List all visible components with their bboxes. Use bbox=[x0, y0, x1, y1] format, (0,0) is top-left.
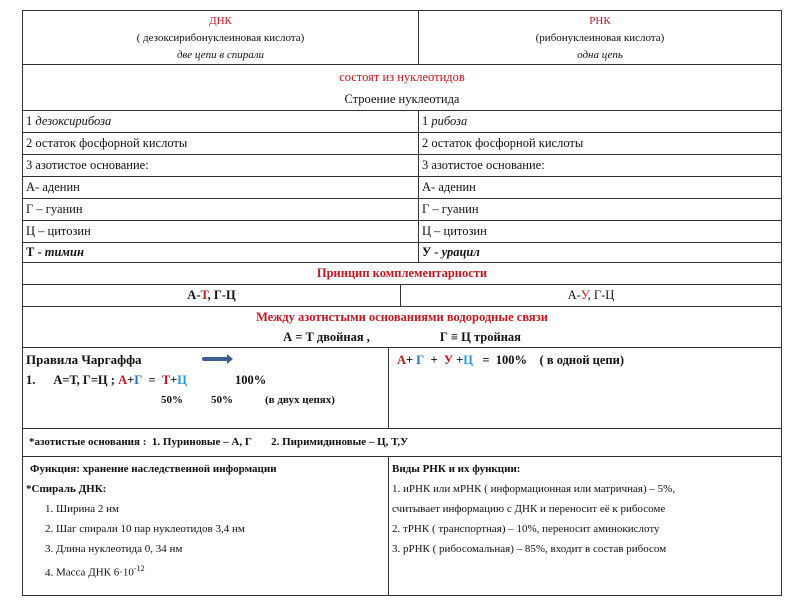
num: Т - bbox=[26, 245, 45, 259]
pair-t: Т bbox=[200, 288, 208, 302]
percent-2: 50% bbox=[211, 394, 233, 406]
complementarity-title: Принцип комплементарности bbox=[22, 262, 782, 285]
total: 100% bbox=[235, 373, 267, 387]
helix-item: Шаг спирали 10 пар нуклеотидов 3,4 нм bbox=[56, 519, 385, 539]
structure-text: Строение нуклеотида bbox=[344, 92, 460, 106]
row-c-dna: Ц – цитозин bbox=[22, 220, 419, 243]
uracil: урацил bbox=[441, 245, 480, 259]
mrna-line: 1. иРНК или мРНК ( информационная или ма… bbox=[392, 483, 676, 495]
arrow-right-icon bbox=[201, 354, 233, 364]
num: У - bbox=[422, 245, 442, 259]
equals: = bbox=[142, 373, 162, 387]
chargaff-cell: Правила Чаргаффа 1. А=Т, Г=Ц ; А+Г = Т+Ц 1… bbox=[22, 347, 389, 429]
sugar-rna: рибоза bbox=[431, 114, 468, 128]
a: А bbox=[118, 373, 128, 387]
row-u-rna: У - урацил bbox=[418, 242, 782, 263]
plus: + bbox=[127, 373, 135, 387]
row-g-rna: Г – гуанин bbox=[418, 198, 782, 221]
row-2-rna: 2 остаток фосфорной кислоты bbox=[418, 132, 782, 155]
sugar-dna: дезоксирибоза bbox=[35, 114, 112, 128]
pair-gc: , Г-Ц bbox=[587, 288, 615, 302]
row-a-dna: А- аденин bbox=[22, 176, 419, 199]
pair-u: У bbox=[580, 288, 588, 302]
complementarity-rna: А-У, Г-Ц bbox=[400, 284, 782, 307]
mrna-function: считывает информацию с ДНК и переносит е… bbox=[392, 503, 666, 515]
row-1-rna: 1 рибоза bbox=[418, 110, 782, 133]
rna-title: РНК bbox=[589, 15, 611, 27]
rna-full-name: (рибонуклеиновая кислота) bbox=[535, 32, 665, 44]
consists-text: состоят из нуклеотидов bbox=[339, 70, 465, 84]
nucleotide-length: Длина нуклеотида 0, 34 нм bbox=[56, 543, 183, 555]
row-2-dna: 2 остаток фосфорной кислоты bbox=[22, 132, 419, 155]
row-3-rna: 3 азотистое основание: bbox=[418, 154, 782, 177]
row-3-dna: 3 азотистое основание: bbox=[22, 154, 419, 177]
helix-width: Ширина 2 нм bbox=[56, 503, 119, 515]
helix-item: Ширина 2 нм bbox=[56, 499, 385, 519]
num: 1. bbox=[26, 373, 36, 387]
complementarity-dna: А-Т, Г-Ц bbox=[22, 284, 401, 307]
at-double: А = Т двойная , bbox=[283, 330, 370, 344]
helix-item: Масса ДНК 6·10-12 bbox=[56, 559, 385, 583]
percent-1: 50% bbox=[161, 394, 183, 406]
helix-pitch: Шаг спирали 10 пар нуклеотидов 3,4 нм bbox=[56, 523, 245, 535]
plus: + bbox=[453, 353, 464, 367]
t: Т bbox=[161, 373, 171, 387]
c: Ц bbox=[177, 373, 188, 387]
rna-header-cell: РНК (рибонуклеиновая кислота) одна цепь bbox=[418, 10, 782, 65]
plus: + bbox=[406, 353, 417, 367]
rna-chains: одна цепь bbox=[577, 49, 623, 61]
row-g-dna: Г – гуанин bbox=[22, 198, 419, 221]
dna-full-name: ( дезоксирибонуклеиновая кислота) bbox=[136, 32, 305, 44]
u: У bbox=[443, 353, 454, 367]
pair-gc: , Г-Ц bbox=[207, 288, 236, 302]
dna-mass: Масса ДНК 6·10 bbox=[56, 566, 134, 579]
row-t-dna: Т - тимин bbox=[22, 242, 419, 263]
two-chains-note: (в двух цепях) bbox=[265, 394, 335, 406]
plus: + bbox=[170, 373, 178, 387]
consists-cell: состоят из нуклеотидов Строение нуклеоти… bbox=[22, 64, 782, 111]
row-1-dna: 1 дезоксирибоза bbox=[22, 110, 419, 133]
trna-line: 2. тРНК ( транспортная) – 10%, переносит… bbox=[392, 523, 660, 535]
rna-types-title: Виды РНК и их функции: bbox=[392, 463, 521, 475]
dna-header-cell: ДНК ( дезоксирибонуклеиновая кислота) дв… bbox=[22, 10, 419, 65]
dna-chains: две цепи в спирали bbox=[176, 49, 265, 61]
g: Г bbox=[416, 353, 425, 367]
chargaff-eq1: А=Т, Г=Ц ; bbox=[53, 373, 115, 387]
rna-types-cell: Виды РНК и их функции: 1. иРНК или мРНК … bbox=[388, 456, 782, 596]
plus: + bbox=[424, 353, 444, 367]
chargaff-rna-cell: А+ Г + У +Ц = 100% ( в одной цепи) bbox=[388, 347, 782, 429]
chargaff-title: Правила Чаргаффа bbox=[26, 352, 142, 367]
mass-exponent: -12 bbox=[133, 564, 145, 573]
pair-a: А- bbox=[187, 288, 201, 302]
num: 1 bbox=[422, 114, 432, 128]
dna-function-title: Функция: хранение наследственной информа… bbox=[30, 463, 277, 475]
helix-item: Длина нуклеотида 0, 34 нм bbox=[56, 539, 385, 559]
helix-title: *Спираль ДНК: bbox=[26, 483, 107, 495]
num: 1 bbox=[26, 114, 36, 128]
g: Г bbox=[134, 373, 143, 387]
hydrogen-bonds-cell: Между азотистыми основаниями водородные … bbox=[22, 306, 782, 348]
gc-triple: Г ≡ Ц тройная bbox=[439, 330, 521, 344]
pair-a: А- bbox=[567, 288, 581, 302]
rna-sum: = 100% ( в одной цепи) bbox=[473, 353, 625, 367]
c: Ц bbox=[463, 353, 474, 367]
row-c-rna: Ц – цитозин bbox=[418, 220, 782, 243]
row-a-rna: А- аденин bbox=[418, 176, 782, 199]
rrna-line: 3. рРНК ( рибосомальная) – 85%, входит в… bbox=[392, 543, 667, 555]
hydrogen-title: Между азотистыми основаниями водородные … bbox=[256, 310, 548, 324]
bases-types: *азотистые основания : 1. Пуриновые – А,… bbox=[22, 428, 782, 457]
dna-title: ДНК bbox=[209, 15, 232, 27]
a: А bbox=[397, 353, 407, 367]
thymine: тимин bbox=[44, 245, 84, 259]
dna-function-cell: Функция: хранение наследственной информа… bbox=[22, 456, 389, 596]
